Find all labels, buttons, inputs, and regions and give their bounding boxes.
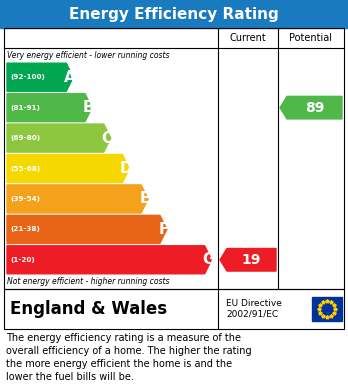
Text: F: F: [158, 222, 168, 237]
Text: Energy Efficiency Rating: Energy Efficiency Rating: [69, 7, 279, 22]
Text: E: E: [140, 192, 150, 206]
Polygon shape: [220, 249, 276, 271]
Polygon shape: [7, 215, 167, 243]
Text: A: A: [64, 70, 76, 85]
Text: The energy efficiency rating is a measure of the: The energy efficiency rating is a measur…: [6, 333, 241, 343]
Polygon shape: [7, 185, 148, 213]
Bar: [4, 28, 344, 289]
Text: (39-54): (39-54): [10, 196, 40, 202]
Text: (1-20): (1-20): [10, 257, 35, 263]
Polygon shape: [7, 246, 212, 274]
Text: (21-38): (21-38): [10, 226, 40, 232]
Polygon shape: [7, 124, 111, 152]
Text: (69-80): (69-80): [10, 135, 40, 141]
Text: 89: 89: [305, 100, 324, 115]
Bar: [4, 289, 344, 329]
Text: C: C: [102, 131, 113, 145]
Text: overall efficiency of a home. The higher the rating: overall efficiency of a home. The higher…: [6, 346, 252, 356]
Text: EU Directive: EU Directive: [226, 300, 282, 308]
Text: (92-100): (92-100): [10, 74, 45, 80]
Text: 19: 19: [242, 253, 261, 267]
Bar: [312, 297, 342, 321]
Text: D: D: [120, 161, 132, 176]
Polygon shape: [7, 154, 129, 183]
Text: G: G: [202, 252, 214, 267]
Text: Current: Current: [230, 33, 266, 43]
Text: Not energy efficient - higher running costs: Not energy efficient - higher running co…: [7, 278, 169, 287]
Bar: [0, 0, 348, 28]
Text: (81-91): (81-91): [10, 105, 40, 111]
Text: the more energy efficient the home is and the: the more energy efficient the home is an…: [6, 359, 232, 369]
Polygon shape: [280, 96, 342, 119]
Text: Potential: Potential: [290, 33, 332, 43]
Text: England & Wales: England & Wales: [10, 300, 167, 318]
Text: lower the fuel bills will be.: lower the fuel bills will be.: [6, 372, 134, 382]
Polygon shape: [7, 63, 73, 91]
Text: 2002/91/EC: 2002/91/EC: [226, 310, 278, 319]
Text: Very energy efficient - lower running costs: Very energy efficient - lower running co…: [7, 50, 169, 59]
Polygon shape: [7, 93, 92, 122]
Text: (55-68): (55-68): [10, 165, 40, 172]
Text: B: B: [83, 100, 94, 115]
